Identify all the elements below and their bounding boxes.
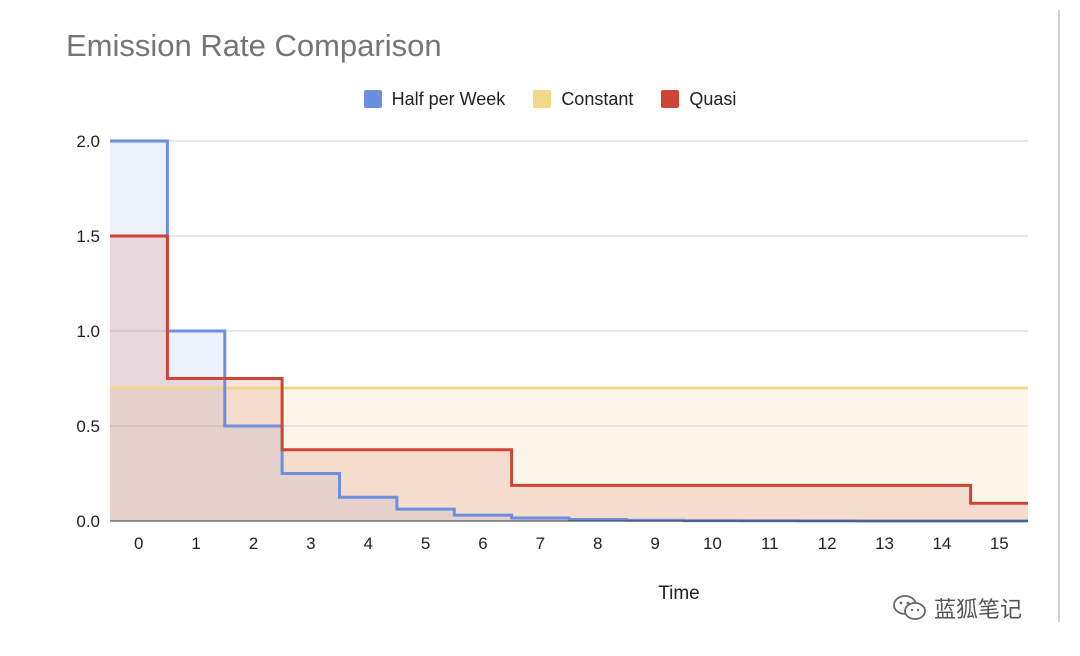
y-tick-label: 1.5 [76,227,100,246]
watermark-text: 蓝狐笔记 [934,598,1023,623]
legend-swatch [363,90,382,108]
series-area-2 [110,236,1028,521]
x-tick-label: 2 [249,534,258,553]
legend-label: Constant [561,88,634,109]
x-tick-label: 13 [875,534,894,553]
watermark: 蓝狐笔记 [892,592,1022,624]
wechat-icon [893,595,926,620]
legend: Half per Week Constant Quasi [0,86,1080,112]
x-tick-label: 8 [593,534,602,553]
x-tick-label: 15 [990,534,1009,553]
series-area-0 [110,141,1028,521]
y-tick-label: 0.0 [76,512,100,531]
x-tick-label: 0 [134,534,143,553]
chart-title: Emission Rate Comparison [66,28,442,63]
legend-item: Half per Week [363,86,506,112]
x-tick-label: 10 [703,534,722,553]
x-tick-label: 1 [191,534,200,553]
legend-item: Constant [533,86,633,112]
legend-swatch [661,90,680,108]
legend-label: Quasi [689,88,737,109]
legend-swatch [533,90,552,108]
divider [1058,10,1060,622]
x-tick-label: 3 [306,534,315,553]
y-tick-label: 2.0 [76,132,100,151]
legend-label: Half per Week [391,88,506,109]
x-tick-label: 6 [478,534,487,553]
y-tick-label: 1.0 [76,322,100,341]
x-tick-label: 14 [932,534,951,553]
x-tick-label: 5 [421,534,430,553]
x-tick-label: 11 [761,534,779,553]
series-line-2 [110,234,1028,505]
x-axis-label: Time [658,583,700,604]
x-tick-label: 7 [536,534,545,553]
legend-item: Quasi [661,86,736,112]
x-tick-label: 4 [363,534,372,553]
x-tick-label: 9 [650,534,659,553]
y-tick-label: 0.5 [76,417,100,436]
x-tick-label: 12 [818,534,837,553]
